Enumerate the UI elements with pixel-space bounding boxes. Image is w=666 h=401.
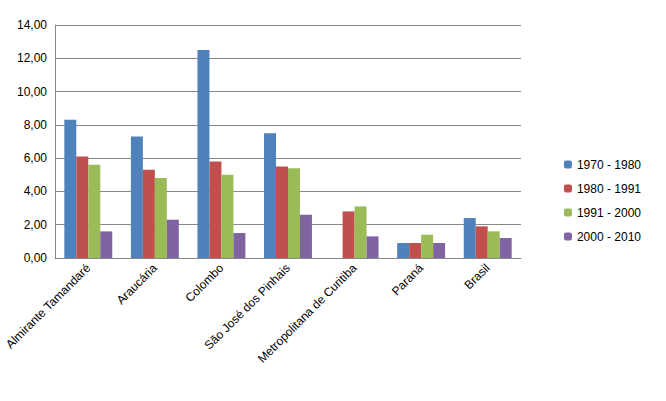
svg-text:0,00: 0,00 bbox=[24, 251, 48, 265]
svg-text:Brasil: Brasil bbox=[462, 261, 493, 292]
svg-text:1970 - 1980: 1970 - 1980 bbox=[577, 158, 641, 172]
svg-text:2000 - 2010: 2000 - 2010 bbox=[577, 230, 641, 244]
svg-text:Paraná: Paraná bbox=[389, 261, 426, 298]
svg-text:Araucária: Araucária bbox=[114, 261, 160, 307]
svg-text:São José dos Pinhais: São José dos Pinhais bbox=[201, 261, 293, 353]
svg-text:10,00: 10,00 bbox=[17, 85, 47, 99]
svg-text:Almirante Tamandaré: Almirante Tamandaré bbox=[3, 261, 94, 352]
svg-text:2,00: 2,00 bbox=[24, 218, 48, 232]
svg-text:1980 - 1991: 1980 - 1991 bbox=[577, 182, 641, 196]
svg-text:12,00: 12,00 bbox=[17, 51, 47, 65]
svg-text:14,00: 14,00 bbox=[17, 18, 47, 32]
svg-text:6,00: 6,00 bbox=[24, 151, 48, 165]
svg-text:1991 - 2000: 1991 - 2000 bbox=[577, 206, 641, 220]
svg-text:4,00: 4,00 bbox=[24, 184, 48, 198]
svg-text:Colombo: Colombo bbox=[183, 261, 227, 305]
svg-text:Metropolitana de Curitiba: Metropolitana de Curitiba bbox=[255, 261, 360, 366]
svg-text:8,00: 8,00 bbox=[24, 118, 48, 132]
